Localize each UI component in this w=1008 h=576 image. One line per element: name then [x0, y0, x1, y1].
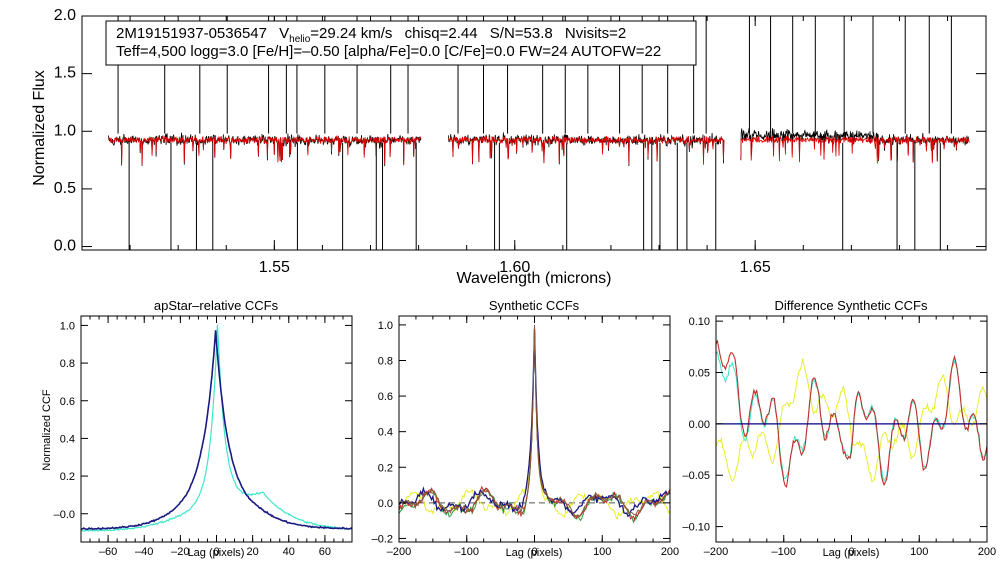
- apstar-ccf-ytick-label: 0.4: [60, 433, 75, 445]
- difference-ccf-xtick-label: 100: [910, 546, 928, 558]
- spectrum-ytick-label: 2.0: [54, 7, 76, 24]
- spectrum-xtick-label: 1.55: [259, 259, 290, 276]
- v-subscript: helio: [289, 34, 311, 45]
- info-line-2: Teff=4,500 logg=3.0 [Fe/H]=–0.50 [alpha/…: [116, 43, 661, 60]
- signal-to-noise: S/N=53.8: [490, 25, 553, 42]
- nvisits: Nvisits=2: [565, 25, 626, 42]
- synthetic-ccf-ytick-label: 0.6: [378, 391, 393, 403]
- apstar-ccf-ticks: –60 –40 –20 0 20 40 60 –0.0 0.2 0.4 0.6 0.8 1.0: [54, 316, 353, 558]
- difference-ccf-red: [715, 339, 988, 488]
- apstar-ccf-dark-blue: [80, 330, 353, 531]
- difference-ccf-ytick-label: 0.10: [689, 316, 710, 328]
- synthetic-ccf-ticks: –200 –100 0 100 200 –0.2 0.0 0.2 0.4 0.6 0.8 1.0: [372, 316, 679, 558]
- synthetic-ccf-xtick-label: –100: [455, 546, 479, 558]
- synthetic-ccf-yellow: [398, 328, 671, 521]
- synthetic-ccf-xtick-label: 100: [593, 546, 611, 558]
- synthetic-ccf-ytick-label: 0.0: [378, 498, 393, 510]
- spectrum-ytick-label: 1.0: [54, 122, 76, 139]
- apstar-ccf-ytick-label: 0.8: [60, 358, 75, 370]
- synthetic-ccf-dark-blue: [398, 329, 671, 518]
- difference-ccf-ytick-label: 0.05: [689, 368, 710, 380]
- synthetic-ccf-xtick-label: 200: [661, 546, 679, 558]
- difference-ccf-ytick-label: –0.05: [682, 470, 710, 482]
- synthetic-ccf-ytick-label: 0.8: [378, 355, 393, 367]
- difference-ccf-xlabel: Lag (pixels): [823, 547, 880, 559]
- difference-ccf-title: Difference Synthetic CCFs: [775, 298, 928, 313]
- apstar-ccf-panel: –60 –40 –20 0 20 40 60 –0.0 0.2 0.4 0.6 0.8 1.0 apSt…: [41, 298, 353, 559]
- spectrum-ylabel: Normalized Flux: [31, 70, 48, 186]
- spectrum-ytick-label: 0.5: [54, 180, 76, 197]
- apstar-ccf-ytick-label: –0.0: [54, 509, 75, 521]
- apstar-ccf-xtick-label: –60: [99, 546, 117, 558]
- synthetic-ccf-ytick-label: 0.4: [378, 427, 393, 439]
- v-label: V: [279, 25, 289, 42]
- observed-spectrum-chip-3: [740, 128, 970, 163]
- difference-ccf-ticks: –200 –100 0 100 200 –0.10 –0.05 0.00 0.05 0.10: [682, 316, 996, 558]
- model-spectrum-chip-1: [108, 134, 422, 166]
- difference-ccf-axes-frame: [715, 315, 988, 543]
- synthetic-ccf-ytick-label: 1.0: [378, 320, 393, 332]
- synthetic-ccf-green: [398, 328, 671, 524]
- synthetic-ccf-title: Synthetic CCFs: [489, 298, 580, 313]
- apstar-ccf-xtick-label: 20: [247, 546, 259, 558]
- apstar-ccf-xlabel: Lag (pixels): [188, 547, 245, 559]
- spectrum-xlabel: Wavelength (microns): [456, 270, 611, 287]
- synthetic-ccf-xtick-label: –200: [387, 546, 411, 558]
- spectrum-ytick-label: 1.5: [54, 65, 76, 82]
- synthetic-ccf-traces: [398, 324, 671, 524]
- synthetic-ccf-ytick-label: –0.2: [372, 533, 393, 545]
- difference-ccf-ytick-label: 0.00: [689, 419, 710, 431]
- apstar-ccf-cyan: [80, 324, 353, 533]
- apstar-ccf-title: apStar–relative CCFs: [154, 298, 279, 313]
- synthetic-ccf-ytick-label: 0.2: [378, 462, 393, 474]
- apstar-ccf-xtick-label: 0: [213, 546, 219, 558]
- model-spectrum-chip-2: [448, 135, 725, 165]
- difference-ccf-yellow: [715, 358, 988, 483]
- model-spectrum-chip-3: [740, 135, 970, 164]
- info-box: [105, 20, 697, 66]
- chisq: chisq=2.44: [405, 25, 478, 42]
- apstar-ccf-ylabel: Normalized CCF: [41, 389, 53, 471]
- info-line-1: 2M19151937-0536547 Vhelio=29.24 km/s chi…: [116, 25, 626, 45]
- star-id: 2M19151937-0536547: [116, 25, 267, 42]
- synthetic-ccf-xlabel: Lag (pixels): [506, 547, 563, 559]
- difference-ccf-xtick-label: 0: [848, 546, 854, 558]
- spectrum-axes-frame: [81, 15, 987, 251]
- difference-ccf-panel: –200 –100 0 100 200 –0.10 –0.05 0.00 0.05 0.10 Di…: [682, 298, 996, 559]
- difference-ccf-traces: [715, 339, 988, 488]
- difference-ccf-ytick-label: –0.10: [682, 522, 710, 534]
- synthetic-ccf-panel: –200 –100 0 100 200 –0.2 0.0 0.2 0.4 0.6 0.8 1.0 Sy…: [372, 298, 680, 559]
- spectrum-panel: 1.55 1.60 1.65 0.0 0.5 1.0 1.5 2.0 2M19151937-0…: [31, 7, 987, 287]
- apstar-ccf-ytick-label: 1.0: [60, 320, 75, 332]
- difference-ccf-xtick-label: –200: [704, 546, 728, 558]
- synthetic-ccf-xtick-label: 0: [531, 546, 537, 558]
- apstar-ccf-ytick-label: 0.6: [60, 396, 75, 408]
- spectrum-xtick-label: 1.65: [740, 259, 771, 276]
- spectrum-xtick-label: 1.60: [499, 259, 530, 276]
- apstar-ccf-xtick-label: –20: [171, 546, 189, 558]
- spectrum-ticks: 1.55 1.60 1.65 0.0 0.5 1.0 1.5 2.0: [54, 7, 986, 276]
- apstar-ccf-xtick-label: 60: [319, 546, 331, 558]
- difference-ccf-xtick-label: 200: [978, 546, 996, 558]
- v-value: =29.24 km/s: [310, 25, 392, 42]
- apstar-ccf-ytick-label: 0.2: [60, 471, 75, 483]
- synthetic-ccf-brown: [398, 324, 671, 518]
- apstar-ccf-xtick-label: –40: [135, 546, 153, 558]
- spectrum-ytick-label: 0.0: [54, 238, 76, 255]
- apstar-ccf-traces: [80, 324, 353, 533]
- difference-ccf-xtick-label: –100: [772, 546, 796, 558]
- apstar-ccf-xtick-label: 40: [283, 546, 295, 558]
